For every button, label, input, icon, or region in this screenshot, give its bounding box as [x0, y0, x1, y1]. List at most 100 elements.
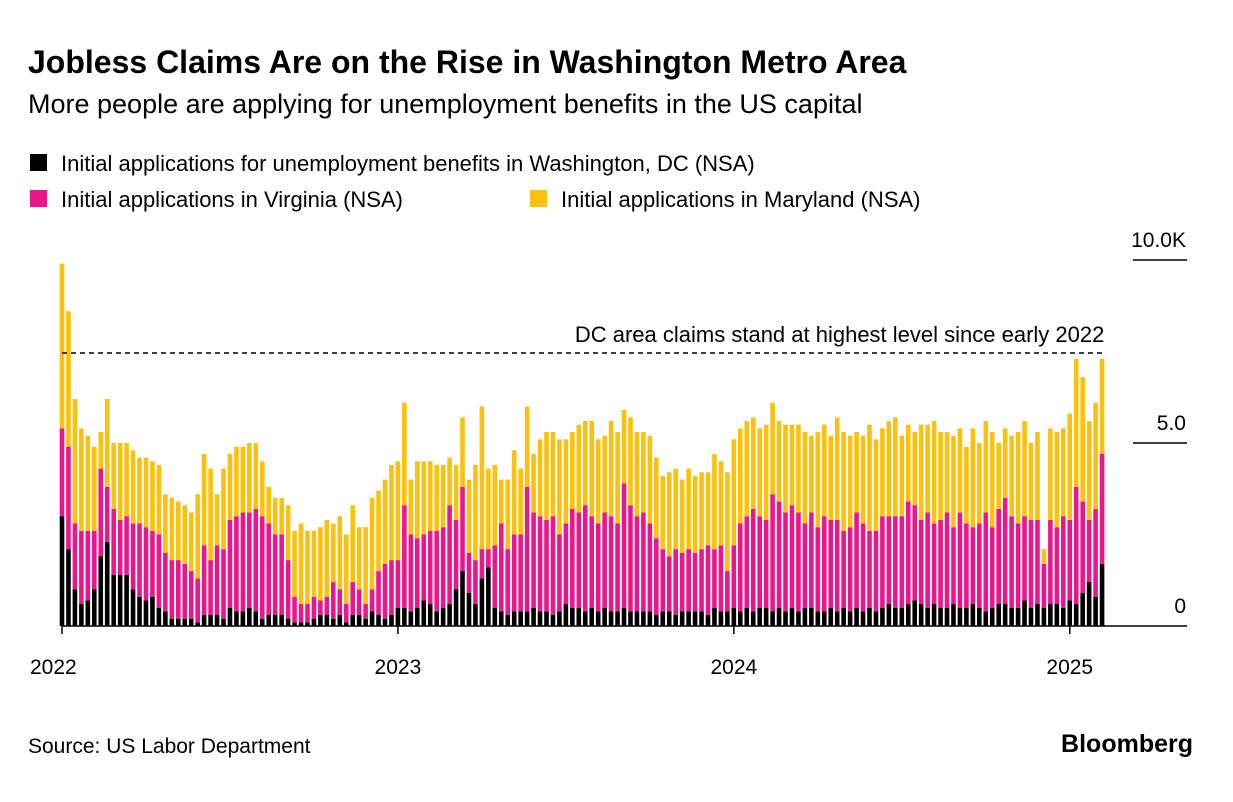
bar-segment [699, 472, 704, 550]
bar-segment [789, 424, 795, 506]
bar-segment [98, 432, 104, 469]
bar-segment [356, 589, 362, 616]
bar-segment [434, 611, 439, 626]
bar-segment [356, 527, 362, 590]
bar-segment [860, 523, 866, 612]
bar-segment [1054, 432, 1060, 528]
bar-segment [834, 417, 840, 520]
bar-segment [104, 541, 110, 626]
bar-segment [1009, 435, 1014, 517]
y-tick-label: 10.0K [1131, 229, 1186, 252]
bar-segment [421, 534, 427, 601]
bar-segment [867, 424, 872, 531]
bar-segment [964, 446, 969, 524]
bar-segment [1048, 519, 1053, 605]
bar-segment [163, 611, 168, 626]
bar-segment [802, 432, 808, 524]
bar-segment [214, 615, 220, 626]
bar-segment [873, 439, 879, 531]
bar-segment [1009, 607, 1014, 626]
bar-segment [498, 611, 504, 626]
bar-segment [1093, 402, 1098, 509]
bar-segment [1002, 428, 1008, 498]
bar-segment [809, 435, 814, 513]
bar-segment [156, 534, 162, 608]
bar-segment [1073, 358, 1079, 487]
bar-segment [880, 516, 885, 608]
bar-segment [272, 615, 278, 626]
bar-segment [679, 479, 685, 553]
bar-segment [98, 556, 104, 626]
bar-segment [175, 501, 181, 561]
bar-segment [421, 461, 427, 535]
bar-segment [725, 571, 730, 612]
bar-segment [828, 519, 834, 608]
bar-segment [182, 505, 188, 564]
bar-segment [440, 607, 446, 626]
bar-segment [931, 421, 937, 524]
bar-segment [763, 424, 769, 520]
bar-segment [582, 505, 588, 612]
bar-segment [783, 611, 788, 626]
bar-segment [602, 607, 607, 626]
bar-segment [880, 607, 885, 626]
bar-segment [1080, 593, 1085, 626]
bar-segment [156, 607, 162, 626]
bar-segment [1067, 600, 1073, 626]
bar-segment [666, 472, 672, 557]
bar-segment [324, 615, 330, 626]
bar-segment [582, 421, 588, 506]
bar-segment [802, 607, 808, 626]
chart-subtitle: More people are applying for unemploymen… [28, 89, 862, 119]
bar-segment [66, 311, 71, 447]
bar-segment [763, 607, 769, 626]
annotation-label: DC area claims stand at highest level si… [575, 322, 1105, 347]
brand: Bloomberg [1061, 730, 1193, 758]
bar-segment [124, 516, 129, 575]
bar-segment [498, 479, 504, 524]
bar-segment [537, 516, 543, 612]
bar-segment [951, 435, 956, 528]
bar-segment [899, 435, 905, 517]
bar-segment [143, 600, 149, 626]
bar-segment [169, 560, 175, 619]
bar-segment [247, 512, 252, 608]
bar-segment [473, 464, 478, 561]
bar-segment [473, 604, 478, 626]
bar-segment [253, 611, 259, 626]
bar-segment [983, 611, 989, 626]
bar-segment [331, 618, 336, 626]
x-tick-label: 2022 [30, 656, 77, 679]
bar-segment [550, 615, 556, 626]
bar-segment [770, 611, 775, 626]
bar-segment [453, 589, 459, 626]
bar-segment [272, 497, 278, 535]
bar-segment [285, 618, 291, 626]
bar-segment [337, 615, 343, 626]
bar-segment [893, 516, 898, 608]
bar-segment [595, 523, 601, 612]
bar-segment [415, 461, 420, 539]
bar-segment [537, 611, 543, 626]
bar-segment [460, 571, 465, 626]
bar-segment [576, 424, 582, 513]
bar-segment [427, 461, 433, 531]
bar-segment [247, 607, 252, 626]
bar-segment [854, 432, 859, 513]
bar-segment [925, 512, 930, 608]
bar-segment [1022, 516, 1027, 601]
bar-segment [595, 439, 601, 524]
bar-segment [905, 424, 911, 502]
bar-segment [977, 607, 982, 626]
bar-segment [395, 461, 401, 561]
bar-segment [712, 607, 717, 626]
bar-segment [169, 618, 175, 626]
bar-segment [447, 457, 452, 506]
bar-segment [382, 479, 388, 564]
bar-segment [1086, 582, 1092, 626]
bar-segment [524, 611, 530, 626]
bar-segment [382, 563, 388, 619]
bar-segment [951, 527, 956, 605]
bar-segment [789, 607, 795, 626]
bar-segment [615, 523, 620, 612]
